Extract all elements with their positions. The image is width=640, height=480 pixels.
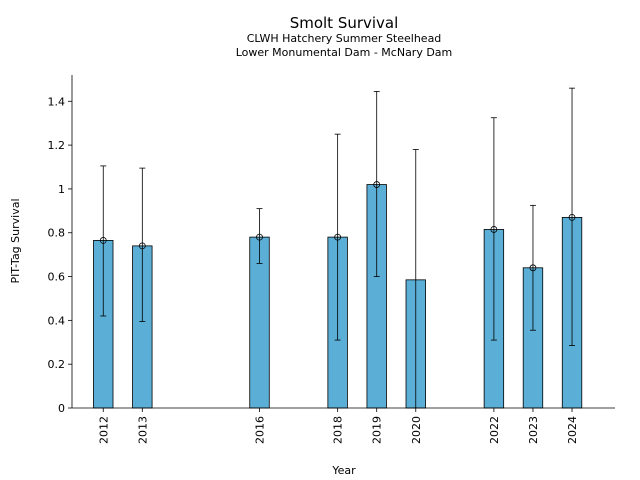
- y-tick-label: 0.2: [48, 358, 66, 371]
- y-tick-label: 0.4: [48, 314, 66, 327]
- y-tick-label: 0: [58, 402, 65, 415]
- point-marker-2019: [373, 181, 381, 188]
- x-tick-label: 2020: [410, 416, 423, 444]
- plot-area: 0 0.2 0.4 0.6 0.8 1 1.2 1.4 2012 2013 2016 2018 2019…: [48, 75, 615, 444]
- x-tick-label: 2019: [371, 416, 384, 444]
- y-axis-label: PIT-Tag Survival: [9, 198, 22, 283]
- x-tick-label: 2024: [566, 416, 579, 444]
- y-tick-label: 1.2: [48, 139, 66, 152]
- y-tick-label: 0.8: [48, 227, 66, 240]
- point-marker-2012: [99, 237, 107, 244]
- point-marker-2023: [529, 264, 537, 272]
- y-tick-label: 1: [58, 183, 65, 196]
- x-tick-label: 2013: [136, 416, 149, 444]
- point-marker-2013: [138, 242, 146, 250]
- point-marker-2016: [256, 233, 263, 241]
- x-tick-label: 2016: [254, 416, 267, 444]
- y-tick-label: 1.4: [48, 95, 66, 108]
- chart-subtitle-line-1: CLWH Hatchery Summer Steelhead: [247, 32, 442, 45]
- y-tick-label: 0.6: [48, 271, 66, 284]
- x-tick-label: 2022: [488, 416, 501, 444]
- x-tick-label: 2018: [332, 416, 345, 444]
- point-marker-2018: [334, 233, 342, 241]
- point-marker-2024: [568, 214, 576, 221]
- chart-title: Smolt Survival: [290, 14, 399, 32]
- point-marker-2022: [490, 226, 498, 233]
- x-tick-label: 2023: [527, 416, 540, 444]
- x-axis-label: Year: [331, 464, 356, 477]
- chart-subtitle-line-2: Lower Monumental Dam - McNary Dam: [236, 46, 453, 59]
- x-tick-label: 2012: [97, 416, 110, 444]
